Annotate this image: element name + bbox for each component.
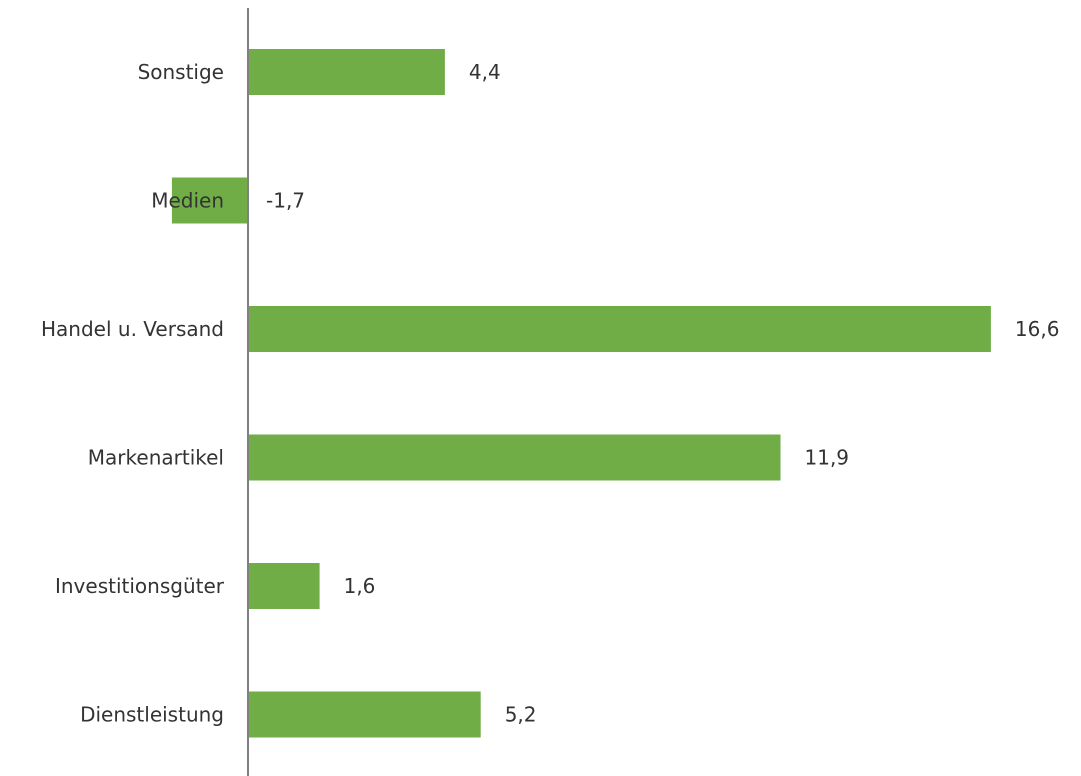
value-label-markenartikel: 11,9 (805, 446, 850, 470)
labels-layer: Sonstige 4,4 Medien -1,7 Handel u. Versand 16… (41, 60, 1059, 727)
category-label-dienstleistung: Dienstleistung (80, 703, 224, 727)
bar-handel-u-versand (248, 306, 991, 352)
bar-markenartikel (248, 434, 781, 481)
category-label-investitionsgüter: Investitionsgüter (55, 574, 225, 598)
bar-investitionsgüter (248, 563, 320, 609)
value-label-investitionsgüter: 1,6 (344, 574, 376, 598)
bars-layer (171, 49, 991, 738)
bar-sonstige (248, 49, 445, 95)
value-label-dienstleistung: 5,2 (505, 703, 537, 727)
bar-dienstleistung (248, 691, 481, 738)
bar-medien (171, 177, 248, 224)
category-label-sonstige: Sonstige (138, 60, 224, 84)
value-label-sonstige: 4,4 (469, 60, 501, 84)
value-label-medien: -1,7 (266, 189, 305, 213)
category-label-medien: Medien (151, 189, 224, 213)
category-label-handel-u-versand: Handel u. Versand (41, 317, 224, 341)
category-label-markenartikel: Markenartikel (88, 446, 224, 470)
value-label-handel-u-versand: 16,6 (1015, 317, 1060, 341)
